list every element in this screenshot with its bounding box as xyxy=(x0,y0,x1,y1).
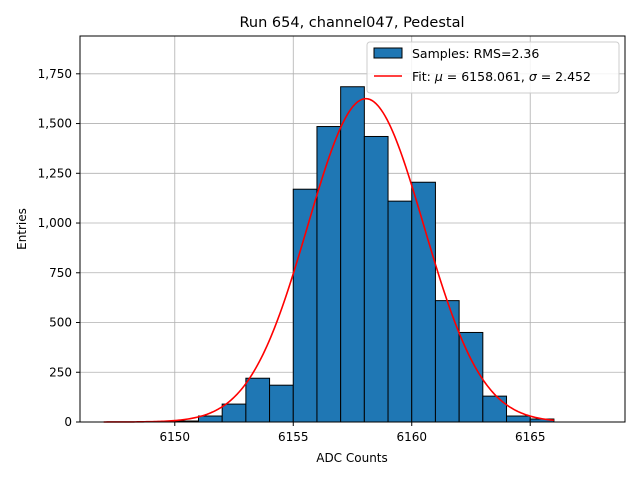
histogram-bar xyxy=(434,300,460,423)
legend-histogram-swatch xyxy=(373,47,403,59)
y-tick-label: 1,750 xyxy=(38,67,72,81)
histogram-bars xyxy=(174,86,555,423)
y-tick-label: 1,250 xyxy=(38,166,72,180)
y-tick-label: 0 xyxy=(64,415,72,429)
histogram-bar xyxy=(363,135,389,423)
legend: Samples: RMS=2.36 Fit: μ = 6158.061, σ =… xyxy=(366,41,620,94)
histogram-bar xyxy=(387,200,413,423)
legend-fit-mu-symbol: μ xyxy=(434,69,443,84)
legend-fit-mu-value: = 6158.061, xyxy=(443,69,529,84)
legend-fit-prefix: Fit: xyxy=(412,69,435,84)
histogram-bar xyxy=(340,86,365,423)
y-tick-label: 1,500 xyxy=(38,117,72,131)
y-tick-label: 500 xyxy=(49,316,72,330)
histogram-bar xyxy=(245,377,271,423)
y-tick-label: 750 xyxy=(49,266,72,280)
plot-frame xyxy=(79,35,626,423)
legend-histogram-label: Samples: RMS=2.36 xyxy=(412,46,539,61)
histogram-bar xyxy=(411,181,436,423)
legend-fit-sigma-symbol: σ xyxy=(529,69,538,84)
legend-fit-label: Fit: μ = 6158.061, σ = 2.452 xyxy=(412,69,591,84)
histogram-bar xyxy=(458,331,484,423)
chart-title: Run 654, channel047, Pedestal xyxy=(239,15,464,31)
histogram-bar xyxy=(269,384,294,423)
histogram-bar xyxy=(506,415,531,423)
y-axis-ticks: 0 250 500 750 1,000 1,250 1,500 1,750 xyxy=(38,67,80,429)
y-tick-label: 250 xyxy=(49,365,72,379)
legend-frame xyxy=(366,41,620,94)
histogram-bar xyxy=(221,403,247,423)
y-tick-label: 1,000 xyxy=(38,216,72,230)
x-tick-label: 6160 xyxy=(396,430,427,444)
x-tick-label: 6150 xyxy=(160,430,191,444)
y-axis-label: Entries xyxy=(15,208,29,250)
x-tick-label: 6155 xyxy=(278,430,309,444)
fit-curve xyxy=(103,97,554,423)
histogram-bar xyxy=(482,395,508,423)
legend-fit-sigma-value: = 2.452 xyxy=(537,69,591,84)
x-axis-label: ADC Counts xyxy=(316,451,388,465)
histogram-bar xyxy=(197,415,223,423)
x-tick-label: 6165 xyxy=(515,430,546,444)
x-axis-ticks: 6150 6155 6160 6165 xyxy=(160,422,546,444)
histogram-bar xyxy=(292,188,318,423)
histogram-bar xyxy=(316,126,342,423)
